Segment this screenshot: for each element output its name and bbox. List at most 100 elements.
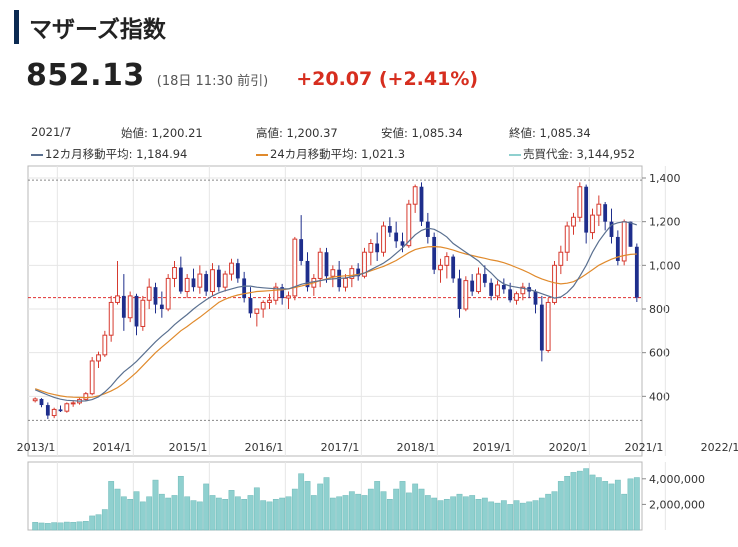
volume-bar: [101, 509, 108, 531]
candle-up: [260, 301, 266, 310]
candle-up: [571, 216, 576, 227]
volume-tick-label: 4,000,000: [649, 473, 705, 486]
candle-down: [609, 221, 614, 237]
volume-bar: [608, 483, 615, 531]
y-tick-label: 400: [649, 390, 670, 403]
candle-up: [197, 273, 203, 288]
volume-bar: [475, 499, 482, 531]
candle-up: [210, 269, 215, 293]
candle-down: [280, 287, 285, 299]
candle-down: [451, 256, 456, 279]
candle-down: [121, 295, 126, 318]
candle-down: [628, 221, 633, 247]
candle-down: [134, 295, 139, 327]
volume-bar: [304, 481, 311, 531]
volume-bar: [190, 500, 197, 531]
volume-bar: [367, 488, 374, 531]
y-tick-label: 1,400: [649, 172, 681, 185]
candle-down: [533, 291, 538, 305]
candle-up: [184, 277, 190, 293]
volume-bar: [108, 481, 115, 531]
volume-bar: [241, 499, 248, 531]
legend-ma24-label: 24カ月移動平均: 1,021.3: [270, 147, 406, 161]
x-tick-label: 2017/1: [321, 441, 360, 454]
candle-up: [83, 393, 89, 400]
current-price: 852.13: [26, 58, 145, 93]
candle-down: [324, 252, 329, 277]
candle-up: [254, 308, 260, 314]
volume-bar: [323, 477, 330, 531]
candle-down: [470, 280, 475, 292]
volume-bar: [114, 488, 121, 531]
candle-down: [457, 278, 462, 309]
volume-bar: [291, 488, 298, 531]
y-tick-label: 1,200: [649, 216, 681, 229]
candle-down: [400, 241, 405, 246]
candle-up: [558, 251, 564, 266]
legend-ma12: 12カ月移動平均: 1,184.94: [31, 146, 187, 162]
volume-bar: [260, 500, 267, 531]
volume-bar: [595, 477, 602, 531]
ohlc-open: 始値: 1,200.21: [121, 126, 203, 140]
volume-bar: [95, 514, 102, 531]
volume-bar: [247, 495, 254, 531]
candle-down: [337, 269, 342, 288]
candle-down: [216, 269, 221, 288]
volume-bar: [234, 496, 241, 531]
candle-down: [387, 226, 392, 233]
candle-up: [577, 186, 583, 218]
page-title: マザーズ指数: [29, 17, 166, 43]
candle-up: [311, 277, 317, 288]
volume-bar: [405, 492, 412, 531]
ohlc-period: 2021/7: [31, 125, 72, 139]
candle-down: [45, 405, 50, 416]
volume-bar: [386, 499, 393, 531]
candle-up: [51, 408, 57, 417]
candle-up: [172, 267, 177, 279]
volume-bar: [627, 478, 634, 531]
volume-bar: [57, 522, 64, 531]
volume-bar: [437, 500, 444, 531]
candle-up: [590, 214, 595, 234]
volume-bar: [526, 501, 533, 531]
candle-up: [273, 286, 279, 301]
volume-bar: [621, 493, 628, 531]
volume-bar: [418, 488, 425, 531]
volume-bar: [209, 495, 216, 531]
candle-up: [438, 264, 443, 271]
candle-down: [482, 274, 487, 283]
ma24-line: [35, 245, 637, 399]
volume-bar: [564, 475, 571, 531]
candle-up: [520, 286, 526, 295]
volume-bar: [431, 497, 438, 531]
candle-down: [584, 186, 589, 233]
volume-bar: [82, 521, 89, 531]
volume-bar: [120, 496, 127, 531]
candle-up: [77, 398, 82, 404]
ohlc-low: 安値: 1,085.34: [381, 126, 463, 140]
y-tick-label: 600: [649, 347, 670, 360]
candle-up: [64, 403, 70, 412]
candle-up: [115, 295, 120, 303]
candle-up: [32, 398, 38, 402]
volume-bar: [355, 493, 362, 531]
volume-bar: [336, 496, 343, 531]
volume-bar: [171, 495, 178, 531]
volume-bar: [519, 502, 526, 531]
candle-up: [317, 251, 323, 279]
candle-up: [381, 225, 386, 253]
volume-bar: [228, 490, 235, 531]
candle-down: [58, 409, 63, 412]
volume-bar: [285, 496, 292, 531]
volume-bar: [532, 500, 539, 531]
candle-down: [305, 260, 310, 288]
candle-down: [248, 298, 253, 314]
volume-bar: [424, 495, 431, 531]
volume-bar: [399, 481, 406, 531]
volume-bar: [545, 493, 552, 531]
volume-bar: [602, 481, 609, 531]
x-tick-label: 2020/1: [549, 441, 588, 454]
candle-down: [356, 268, 361, 277]
x-tick-label: 2013/1: [17, 441, 56, 454]
candle-up: [229, 262, 234, 275]
